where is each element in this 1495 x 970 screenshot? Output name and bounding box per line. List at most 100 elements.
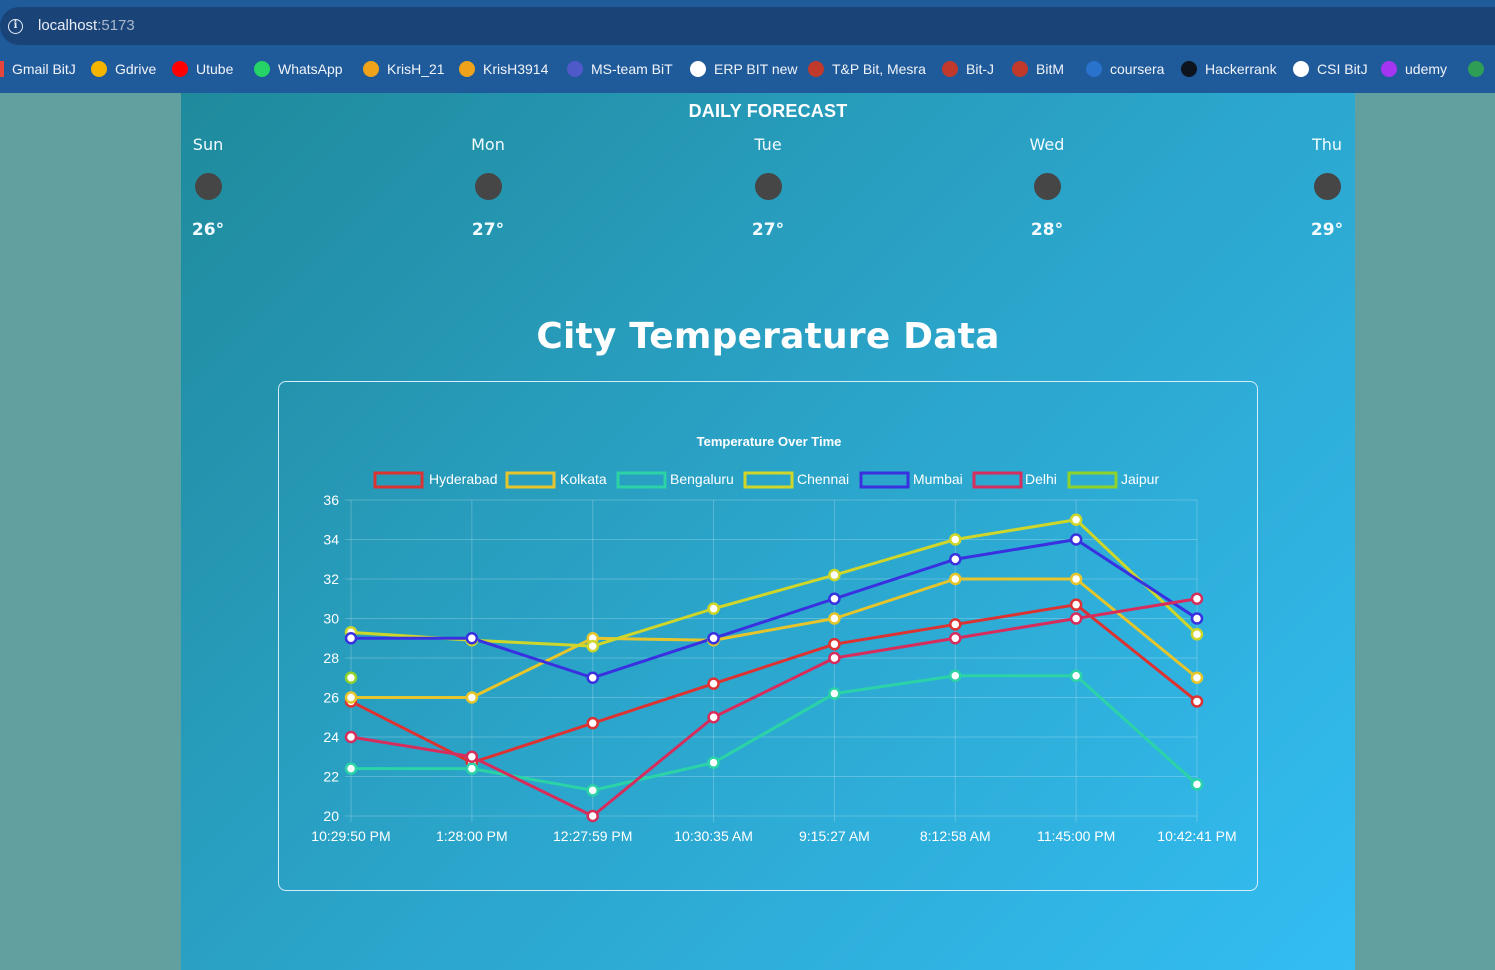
data-point	[344, 730, 358, 744]
data-point	[586, 639, 599, 653]
data-point	[586, 671, 599, 684]
data-point	[1069, 612, 1083, 625]
weather-icon	[194, 173, 222, 200]
bookmark-label: Utube	[196, 61, 234, 77]
data-point	[586, 716, 599, 730]
series-line	[350, 518, 1199, 648]
url-field[interactable]: i localhost:5173	[0, 7, 1495, 45]
data-point	[1190, 695, 1204, 708]
data-point	[465, 632, 479, 645]
x-tick-label: 10:42:41 PM	[1157, 828, 1236, 844]
bookmarks-bar: Gmail BitJ Gdrive Utube WhatsApp KrisH_21 Kri…	[0, 52, 1495, 93]
bookmark-item[interactable]: WhatsApp	[254, 52, 343, 86]
data-point	[1069, 598, 1083, 611]
forecast-day-name: Tue	[754, 135, 782, 154]
bookmark-item[interactable]: Utube	[172, 52, 233, 86]
forecast-day-name: Sun	[192, 135, 224, 154]
legend-swatch	[373, 471, 424, 489]
data-point	[949, 632, 962, 645]
erp-icon	[690, 61, 706, 77]
bookmark-item[interactable]: Hackerrank	[1181, 52, 1277, 86]
legend-label: Bengaluru	[670, 471, 734, 487]
bookmark-label: Bit-J	[966, 61, 994, 77]
bookmark-item[interactable]: BitM	[1012, 52, 1064, 86]
bookmark-item[interactable]: udemy	[1381, 52, 1447, 86]
y-tick-label: 36	[323, 492, 339, 508]
data-point	[586, 809, 599, 823]
bookmark-item[interactable]: Gmail BitJ	[0, 52, 76, 86]
y-tick-label: 34	[323, 532, 339, 548]
bookmark-item[interactable]: ERP BIT new	[690, 52, 798, 86]
data-point	[1190, 628, 1204, 641]
bookmark-label: KrisH3914	[483, 61, 549, 77]
data-point	[1190, 778, 1204, 791]
legend-label: Chennai	[797, 471, 849, 487]
daily-forecast-title: DAILY FORECAST	[688, 101, 848, 121]
leetcode-icon	[459, 61, 475, 77]
overflow-site-icon	[1468, 61, 1484, 77]
bookmark-item[interactable]: Gdrive	[91, 52, 156, 86]
y-tick-label: 24	[323, 729, 339, 745]
series-line	[351, 538, 1198, 680]
data-point	[1069, 669, 1083, 683]
forecast-day-name: Mon	[471, 135, 505, 154]
forecast-day-temp: 27°	[751, 220, 785, 240]
legend-label: Kolkata	[560, 471, 607, 487]
main-panel: DAILY FORECAST Sun 26° Mon 27° Tue 27° Wed 28° T…	[181, 93, 1355, 970]
address-bar: i localhost:5173	[0, 0, 1495, 52]
legend-swatch	[859, 471, 910, 489]
url-port: :5173	[97, 17, 135, 34]
data-point	[828, 651, 841, 665]
weather-icon	[754, 173, 782, 200]
forecast-day-name: Wed	[1029, 135, 1065, 154]
y-tick-label: 20	[323, 808, 339, 824]
bookmark-item[interactable]: Bit-J	[942, 52, 994, 86]
y-tick-label: 26	[323, 690, 339, 706]
data-point	[828, 637, 841, 651]
bookmark-label: Gmail BitJ	[12, 61, 76, 77]
whatsapp-icon	[254, 61, 270, 77]
url-text[interactable]: localhost:5173	[38, 17, 135, 34]
data-point	[828, 592, 841, 605]
bookmark-label: Hackerrank	[1205, 61, 1277, 77]
forecast-day: Tue 27°	[738, 135, 798, 240]
bookmark-overflow-icon[interactable]	[1468, 52, 1492, 86]
bookmark-item[interactable]: MS-team BiT	[567, 52, 673, 86]
data-point	[1069, 572, 1083, 586]
data-point	[707, 602, 720, 615]
y-tick-label: 30	[323, 611, 339, 627]
data-point	[465, 750, 479, 763]
legend-swatch	[505, 471, 556, 489]
data-point	[465, 762, 479, 775]
site-info-icon[interactable]: i	[8, 19, 23, 34]
bookmark-label: CSI BitJ	[1317, 61, 1368, 77]
bookmark-item[interactable]: coursera	[1086, 52, 1164, 86]
bookmark-label: MS-team BiT	[591, 61, 673, 77]
bookmark-item[interactable]: T&P Bit, Mesra	[808, 52, 926, 86]
data-point	[344, 691, 358, 704]
google-drive-icon	[91, 61, 107, 77]
legend-label: Mumbai	[913, 471, 963, 487]
bookmark-item[interactable]: CSI BitJ	[1293, 52, 1368, 86]
legend-label: Hyderabad	[429, 471, 498, 487]
data-point	[1069, 533, 1083, 546]
forecast-day-name: Thu	[1311, 135, 1343, 154]
data-point	[1190, 671, 1204, 684]
gmail-icon	[0, 61, 4, 77]
forecast-day-temp: 29°	[1310, 220, 1344, 240]
data-point	[344, 632, 358, 645]
data-point	[344, 762, 358, 775]
bookmark-label: KrisH_21	[387, 61, 445, 77]
bookmark-item[interactable]: KrisH3914	[459, 52, 548, 86]
bit-logo-icon	[942, 61, 958, 77]
bookmark-label: udemy	[1405, 61, 1448, 77]
data-point	[828, 687, 841, 700]
bookmark-item[interactable]: KrisH_21	[363, 52, 445, 86]
data-point	[949, 669, 962, 683]
bookmark-label: coursera	[1110, 61, 1165, 77]
x-tick-label: 9:15:27 AM	[799, 828, 870, 844]
series-line	[351, 577, 1198, 699]
bookmark-label: T&P Bit, Mesra	[832, 61, 926, 77]
data-point	[707, 711, 720, 724]
forecast-day: Sun 26°	[178, 135, 238, 240]
